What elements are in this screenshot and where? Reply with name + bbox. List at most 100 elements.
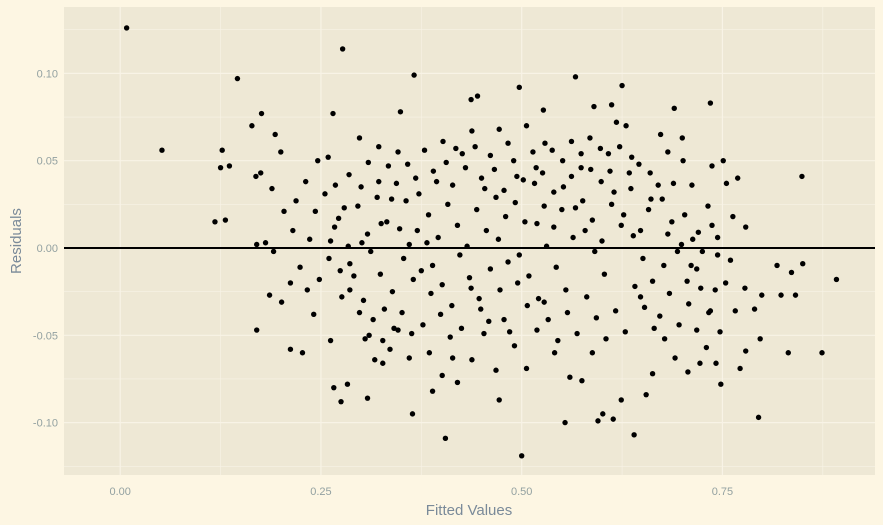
data-point <box>426 350 433 356</box>
data-point <box>681 212 688 218</box>
data-point <box>345 243 351 249</box>
data-point <box>640 255 646 262</box>
data-point <box>722 280 729 286</box>
data-point <box>360 297 367 304</box>
data-point <box>502 213 509 220</box>
data-point <box>574 330 580 337</box>
data-point <box>433 178 440 185</box>
data-point <box>695 229 702 235</box>
data-point <box>720 157 726 164</box>
data-point <box>665 149 671 155</box>
data-point <box>705 203 711 209</box>
data-point <box>600 411 606 417</box>
data-point <box>293 198 299 204</box>
data-point <box>592 248 598 255</box>
data-point <box>307 236 313 242</box>
data-point <box>723 180 730 187</box>
data-point <box>385 163 392 169</box>
data-point <box>605 150 612 157</box>
data-point <box>435 234 441 241</box>
data-point <box>262 240 269 246</box>
data-point <box>496 126 502 132</box>
data-point <box>254 241 260 248</box>
data-point <box>659 196 665 202</box>
data-point <box>482 185 488 192</box>
data-point <box>474 93 481 99</box>
data-point <box>616 144 623 150</box>
data-point <box>582 227 588 234</box>
data-point <box>287 280 294 286</box>
data-point <box>501 316 507 323</box>
data-point <box>217 164 224 171</box>
data-point <box>439 372 445 379</box>
data-point <box>299 350 306 356</box>
data-point <box>437 311 444 318</box>
data-point <box>570 234 576 241</box>
data-point <box>680 157 686 164</box>
data-point <box>384 219 390 225</box>
data-point <box>755 414 762 421</box>
data-point <box>599 238 605 244</box>
data-point <box>535 295 542 302</box>
data-point <box>530 149 536 155</box>
data-point <box>613 119 620 125</box>
data-point <box>694 266 700 272</box>
data-point <box>418 267 425 274</box>
data-point <box>505 140 511 146</box>
y-tick-label: 0.10 <box>37 68 58 80</box>
data-point <box>339 46 346 52</box>
data-point <box>326 255 332 262</box>
data-point <box>597 145 604 152</box>
data-point <box>734 175 741 181</box>
data-point <box>757 336 763 342</box>
data-point <box>368 248 374 255</box>
data-point <box>332 182 339 188</box>
data-point <box>506 329 513 335</box>
data-point <box>478 175 485 181</box>
data-point <box>439 281 445 288</box>
data-point <box>516 84 522 91</box>
data-point <box>559 157 566 164</box>
data-point <box>356 309 363 316</box>
data-point <box>447 334 453 340</box>
data-point <box>397 109 404 115</box>
data-point <box>449 302 455 309</box>
data-point <box>620 212 627 218</box>
data-point <box>578 150 584 157</box>
data-point <box>568 138 575 145</box>
data-point <box>497 287 503 293</box>
data-point <box>742 285 748 291</box>
data-point <box>330 110 336 117</box>
data-point <box>732 308 738 314</box>
data-point <box>623 123 629 129</box>
data-point <box>403 198 409 204</box>
x-tick-label: 0.50 <box>511 486 532 498</box>
data-point <box>411 72 417 78</box>
data-point <box>424 240 430 246</box>
data-point <box>541 299 547 305</box>
data-point <box>524 302 531 309</box>
data-point <box>670 180 677 187</box>
data-point <box>443 159 449 166</box>
data-point <box>526 273 532 279</box>
data-point <box>458 325 465 332</box>
data-point <box>389 288 396 295</box>
data-point <box>421 147 428 153</box>
data-point <box>545 316 551 323</box>
data-point <box>278 149 284 155</box>
data-point <box>629 154 635 160</box>
data-point <box>487 266 494 272</box>
data-point <box>727 257 734 263</box>
data-point <box>454 222 461 228</box>
data-point <box>469 128 475 134</box>
data-point <box>603 336 609 342</box>
data-point <box>636 161 642 167</box>
data-point <box>657 313 663 319</box>
data-point <box>364 395 371 401</box>
data-point <box>774 262 780 269</box>
data-point <box>420 322 426 328</box>
data-point <box>671 105 677 111</box>
data-point <box>567 374 573 380</box>
data-point <box>478 306 484 312</box>
data-point <box>712 287 718 293</box>
